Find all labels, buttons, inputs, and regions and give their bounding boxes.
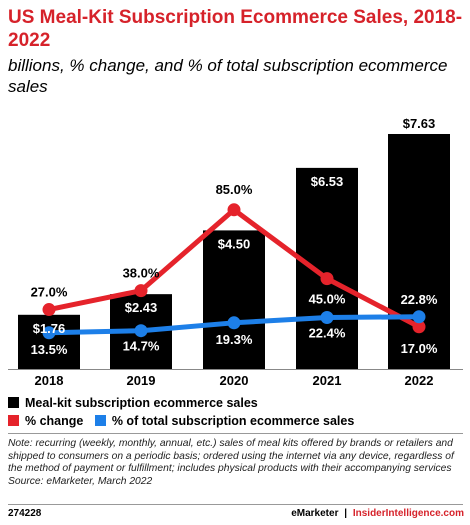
legend-swatch-change — [8, 415, 19, 426]
x-tick-label-2019: 2019 — [127, 373, 156, 385]
change-label-2018: 27.0% — [31, 285, 68, 300]
bar-label-2019: $2.43 — [125, 300, 158, 315]
legend-label-change: % change — [25, 414, 84, 428]
share-point-2021 — [320, 310, 334, 324]
brand-site: InsiderIntelligence.com — [352, 508, 464, 519]
x-tick-label-2020: 2020 — [220, 373, 249, 385]
legend-item-sales: Meal-kit subscription ecommerce sales — [8, 396, 258, 410]
legend-label-share: % of total subscription ecommerce sales — [111, 414, 355, 428]
legend-swatch-sales — [8, 397, 19, 408]
legend-label-sales: Meal-kit subscription ecommerce sales — [25, 396, 258, 410]
x-tick-label-2018: 2018 — [35, 373, 64, 385]
change-point-2020 — [227, 203, 241, 217]
chart-title: US Meal-Kit Subscription Ecommerce Sales… — [8, 7, 463, 51]
legend-row-2: % change % of total subscription ecommer… — [8, 414, 362, 428]
bar-label-2018: $1.76 — [33, 321, 66, 336]
footer: 274228 eMarketer | InsiderIntelligence.c… — [8, 508, 464, 519]
share-point-2020 — [227, 316, 241, 330]
divider-bottom — [8, 504, 463, 505]
change-label-2019: 38.0% — [123, 266, 160, 281]
change-label-2022: 17.0% — [401, 341, 438, 356]
legend-item-change: % change — [8, 414, 83, 428]
chart-note: Note: recurring (weekly, monthly, annual… — [8, 438, 464, 488]
change-label-2020: 85.0% — [216, 182, 253, 197]
change-point-2022 — [412, 320, 426, 334]
change-point-2018 — [42, 303, 56, 317]
footer-brand: eMarketer | InsiderIntelligence.com — [291, 508, 464, 519]
x-tick-label-2022: 2022 — [405, 373, 434, 385]
bar-2021 — [296, 167, 358, 369]
bar-label-2022: $7.63 — [403, 116, 436, 131]
chart-area: 2018 2019 2020 2021 2022 $1.76 $2.43 $4.50 $6.5… — [8, 116, 463, 385]
share-label-2018: 13.5% — [31, 342, 68, 357]
change-point-2021 — [320, 272, 334, 286]
legend: Meal-kit subscription ecommerce sales — [8, 396, 266, 410]
note-text: Note: recurring (weekly, monthly, annual… — [8, 438, 454, 474]
legend-swatch-share — [94, 415, 106, 426]
chart-subtitle: billions, % change, and % of total subsc… — [8, 56, 448, 96]
change-point-2019 — [134, 284, 148, 298]
share-label-2022: 22.8% — [401, 292, 438, 307]
source-text: Source: eMarketer, March 2022 — [8, 475, 153, 487]
divider-top — [8, 433, 463, 434]
share-point-2019 — [134, 324, 148, 338]
share-point-2018 — [42, 326, 56, 340]
chart-id: 274228 — [8, 508, 42, 519]
x-tick-label-2021: 2021 — [313, 373, 342, 385]
legend-item-share: % of total subscription ecommerce sales — [94, 414, 355, 428]
share-label-2019: 14.7% — [123, 339, 160, 354]
bar-label-2020: $4.50 — [218, 236, 251, 251]
share-label-2020: 19.3% — [216, 332, 253, 347]
brand-separator: | — [344, 508, 348, 519]
change-label-2021: 45.0% — [309, 292, 346, 307]
brand-name: eMarketer — [291, 508, 339, 519]
bar-2018 — [18, 314, 80, 369]
bar-label-2021: $6.53 — [311, 174, 344, 189]
share-point-2022 — [412, 310, 426, 324]
bar-2022 — [388, 133, 450, 369]
share-label-2021: 22.4% — [309, 325, 346, 340]
bar-2020 — [203, 230, 265, 369]
